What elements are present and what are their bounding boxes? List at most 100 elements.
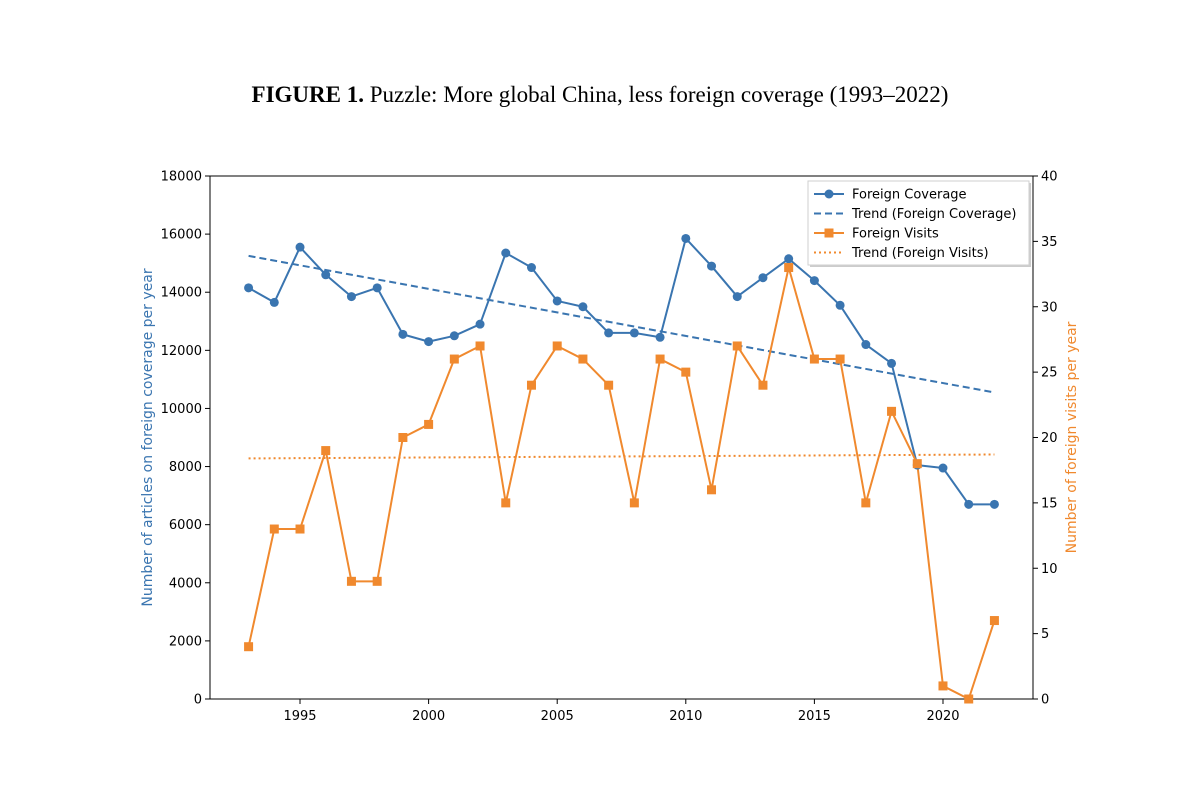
y-left-tick-label: 16000: [161, 228, 202, 243]
axes: 1995 2000 2005 2010 2015 20200200040006000800…: [140, 170, 1080, 725]
data-point: [501, 498, 511, 508]
data-point: [758, 273, 768, 283]
y-right-tick-label: 10: [1041, 562, 1058, 577]
data-point: [346, 292, 356, 302]
data-point: [938, 681, 948, 691]
data-point: [295, 524, 305, 534]
y-right-tick-label: 40: [1041, 170, 1058, 185]
data-point: [424, 337, 434, 347]
data-point: [501, 248, 511, 258]
y-right-tick-label: 15: [1041, 496, 1058, 511]
data-point: [449, 331, 459, 341]
data-point: [398, 433, 408, 442]
series-markers: [244, 233, 999, 704]
data-point: [912, 459, 922, 469]
data-point: [964, 694, 974, 704]
legend: Foreign Coverage Trend (Foreign Coverage)…: [807, 180, 1031, 267]
y-right-tick-label: 5: [1041, 627, 1049, 642]
data-point: [424, 419, 434, 429]
data-point: [887, 358, 897, 368]
data-point: [835, 300, 845, 310]
data-point: [784, 263, 794, 273]
series-lines: [247, 237, 996, 700]
data-point: [475, 319, 485, 329]
y-left-tick-label: 10000: [161, 402, 202, 417]
x-tick-label: 2005: [541, 709, 574, 724]
data-point: [398, 329, 408, 339]
data-point: [526, 263, 536, 273]
y-left-tick-label: 0: [194, 693, 202, 708]
data-point: [372, 283, 382, 293]
legend-swatch-marker: [824, 228, 834, 238]
data-point: [552, 296, 562, 306]
y-left-tick-label: 8000: [169, 460, 202, 475]
legend-label: Foreign Visits: [852, 227, 939, 242]
data-point: [784, 254, 794, 264]
data-point: [989, 616, 999, 626]
data-point: [321, 446, 331, 456]
data-point: [989, 499, 999, 509]
data-point: [578, 302, 588, 312]
data-point: [526, 380, 536, 390]
data-point: [707, 261, 717, 271]
x-tick-label: 2000: [412, 709, 445, 724]
data-point: [604, 328, 614, 338]
data-point: [681, 367, 691, 377]
data-point: [835, 354, 845, 364]
data-point: [346, 576, 356, 586]
x-tick-label: 2010: [669, 709, 702, 724]
data-point: [938, 463, 948, 473]
x-tick-label: 2015: [798, 709, 831, 724]
data-point: [655, 332, 665, 342]
figure-title-text: Puzzle: More global China, less foreign …: [369, 82, 949, 107]
figure-label: FIGURE 1.: [251, 82, 364, 107]
data-point: [707, 485, 717, 495]
data-point: [295, 242, 305, 252]
legend-label: Trend (Foreign Coverage): [851, 207, 1016, 222]
data-point: [758, 380, 768, 390]
data-point: [887, 406, 897, 416]
trend-line-1: [248, 254, 995, 394]
data-point: [372, 576, 382, 586]
trend-lines: [248, 254, 995, 460]
y-left-tick-label: 6000: [169, 518, 202, 533]
legend-label: Trend (Foreign Visits): [851, 246, 989, 261]
y-right-tick-label: 0: [1041, 693, 1049, 708]
data-point: [861, 498, 871, 508]
y-left-tick-label: 4000: [169, 576, 202, 591]
series-line-0: [248, 237, 995, 506]
y-right-axis-label: Number of foreign visits per year: [1064, 321, 1080, 553]
trend-line-3: [248, 453, 995, 460]
data-point: [244, 283, 254, 293]
data-point: [552, 341, 562, 351]
data-point: [732, 292, 742, 302]
data-point: [964, 499, 974, 509]
x-tick-label: 2020: [926, 709, 959, 724]
figure-title: FIGURE 1. Puzzle: More global China, les…: [0, 82, 1200, 108]
y-left-tick-label: 18000: [161, 170, 202, 185]
x-tick-label: 1995: [283, 709, 316, 724]
data-point: [449, 354, 459, 364]
data-point: [681, 233, 691, 243]
data-point: [809, 354, 819, 364]
data-point: [861, 340, 871, 350]
y-right-tick-label: 25: [1041, 366, 1058, 381]
y-right-tick-label: 30: [1041, 300, 1058, 315]
data-point: [732, 341, 742, 351]
data-point: [809, 276, 819, 286]
data-point: [475, 341, 485, 351]
data-point: [244, 642, 254, 652]
y-left-tick-label: 12000: [161, 344, 202, 359]
y-right-tick-label: 35: [1041, 235, 1058, 250]
data-point: [604, 380, 614, 390]
y-right-tick-label: 20: [1041, 431, 1058, 446]
legend-box: [807, 180, 1030, 266]
data-point: [629, 328, 639, 338]
data-point: [655, 354, 665, 364]
legend-label: Foreign Coverage: [852, 188, 967, 203]
data-point: [269, 524, 279, 534]
y-left-tick-label: 2000: [169, 634, 202, 649]
data-point: [321, 270, 331, 280]
legend-swatch-marker: [824, 189, 834, 199]
